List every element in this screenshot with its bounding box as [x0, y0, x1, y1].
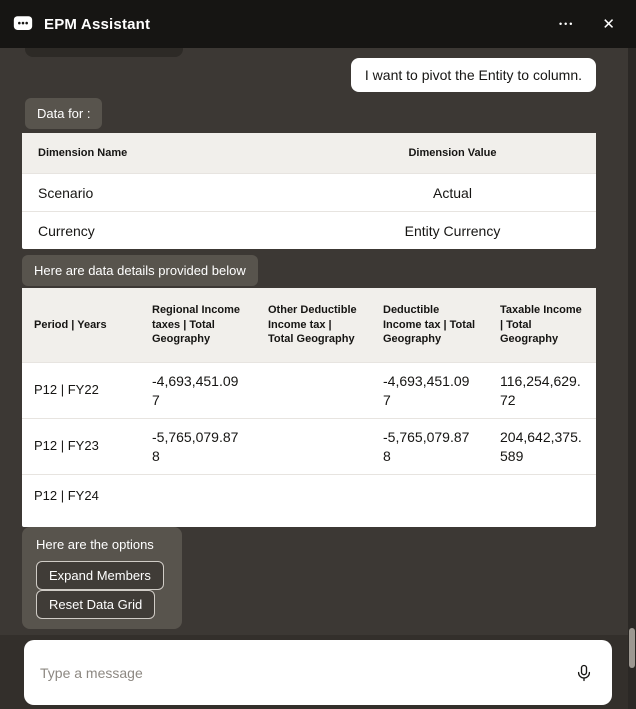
dimension-table: Dimension Name Dimension Value Scenario … [22, 133, 596, 249]
value-cell: 116,254,629.72 [500, 373, 581, 408]
value-cell [488, 487, 596, 505]
period-cell: P12 | FY22 [34, 382, 99, 398]
dimension-name-cell: Currency [38, 222, 95, 239]
data-grid-table: Period | Years Regional Income taxes | T… [22, 288, 596, 527]
value-cell: -4,693,451.097 [383, 373, 470, 408]
message-input[interactable] [38, 663, 570, 682]
value-cell [256, 438, 371, 456]
value-cell: -4,693,451.097 [152, 373, 239, 408]
table-row: Currency Entity Currency [22, 211, 596, 249]
period-cell: P12 | FY23 [34, 438, 99, 454]
value-cell [256, 487, 371, 505]
options-panel: Here are the options Expand Members Rese… [22, 527, 182, 629]
value-cell [256, 382, 371, 400]
value-cell: -5,765,079.878 [152, 429, 239, 464]
user-message-bubble: I want to pivot the Entity to column. [350, 58, 596, 92]
message-input-container [24, 640, 612, 705]
previous-message-remnant [25, 48, 183, 57]
value-cell [140, 487, 256, 505]
column-header: Taxable Income | Total Geography [500, 303, 582, 346]
table-row: Scenario Actual [22, 173, 596, 211]
scrollbar-thumb[interactable] [629, 628, 635, 668]
column-header: Regional Income taxes | Total Geography [152, 303, 241, 346]
close-icon[interactable]: ✕ [593, 13, 624, 36]
table-row: P12 | FY22 -4,693,451.097 -4,693,451.097… [22, 362, 596, 418]
dimension-value-cell: Entity Currency [404, 222, 501, 239]
window-title: EPM Assistant [44, 15, 151, 33]
value-cell: -5,765,079.878 [383, 429, 470, 464]
table-row: P12 | FY24 [22, 474, 596, 517]
dimension-value-header: Dimension Value [408, 147, 497, 159]
microphone-icon[interactable] [570, 659, 598, 687]
options-label: Here are the options [36, 537, 154, 552]
column-header: Other Deductible Income tax | Total Geog… [268, 303, 357, 346]
period-cell: P12 | FY24 [34, 487, 99, 503]
more-options-icon[interactable]: ••• [550, 16, 583, 33]
table-row: P12 | FY23 -5,765,079.878 -5,765,079.878… [22, 418, 596, 474]
expand-members-button[interactable]: Expand Members [36, 561, 164, 590]
chat-bubble-icon [12, 13, 34, 35]
reset-data-grid-button[interactable]: Reset Data Grid [36, 590, 156, 619]
dimension-name-header: Dimension Name [38, 147, 128, 159]
data-details-chip: Here are data details provided below [22, 255, 258, 286]
column-header: Period | Years [34, 318, 107, 331]
dimension-table-header-row: Dimension Name Dimension Value [22, 133, 596, 173]
value-cell [371, 487, 488, 505]
titlebar: EPM Assistant ••• ✕ [0, 0, 636, 48]
column-header: Deductible Income tax | Total Geography [383, 303, 476, 346]
dimension-name-cell: Scenario [38, 184, 94, 201]
dimension-value-cell: Actual [433, 184, 472, 201]
data-grid-header-row: Period | Years Regional Income taxes | T… [22, 288, 596, 362]
scrollbar-track[interactable] [628, 48, 636, 709]
composer-bar [0, 635, 636, 709]
data-for-chip: Data for : [25, 98, 103, 129]
value-cell: 204,642,375.589 [500, 429, 582, 464]
